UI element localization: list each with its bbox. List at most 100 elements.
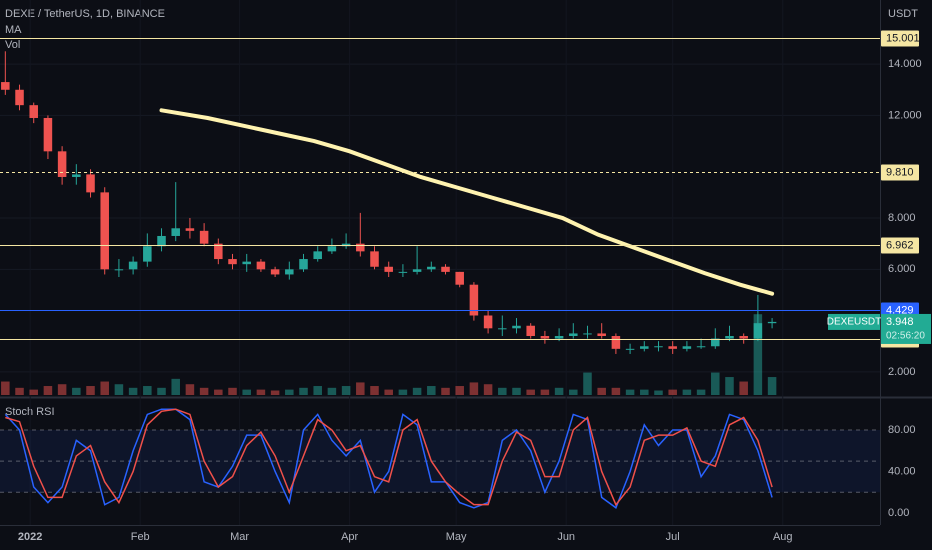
volume-bar xyxy=(526,389,535,395)
volume-bar xyxy=(583,372,592,395)
x-tick-label: Apr xyxy=(341,531,358,543)
y-tick-label: 12.000 xyxy=(888,109,922,121)
candle-body xyxy=(427,266,436,270)
candle-body xyxy=(654,346,663,348)
candle-body xyxy=(370,251,379,267)
price-label-box xyxy=(881,237,919,254)
candle-body xyxy=(15,89,24,106)
x-tick-label: Jun xyxy=(557,531,575,543)
volume-bar xyxy=(512,387,521,395)
volume-bar xyxy=(427,386,436,395)
rsi-line xyxy=(4,408,773,509)
rsi-line xyxy=(5,408,773,507)
volume-bar xyxy=(199,387,209,395)
candle-body xyxy=(498,328,507,330)
volume-bar xyxy=(143,386,152,395)
volume-bar xyxy=(753,314,763,395)
volume-bar xyxy=(114,384,124,395)
volume-bar xyxy=(100,381,109,395)
candle-body xyxy=(29,105,38,118)
volume-bar xyxy=(682,389,692,395)
y-tick-label: 40.00 xyxy=(888,465,916,477)
volume-bar xyxy=(327,387,337,395)
candle-body xyxy=(441,266,450,272)
candle-body xyxy=(270,269,280,275)
candle-body xyxy=(242,261,251,265)
candle-body xyxy=(682,346,692,349)
volume-bar xyxy=(128,387,138,395)
volume-bar xyxy=(43,386,53,395)
volume-bar xyxy=(228,387,237,395)
last-price: 3.948 xyxy=(886,316,914,328)
indicator-label: Vol xyxy=(5,39,20,51)
volume-bar xyxy=(171,378,180,395)
volume-bar xyxy=(569,389,578,395)
x-tick-label: Mar xyxy=(230,531,249,543)
volume-bar xyxy=(72,387,81,395)
price-label: 4.429 xyxy=(886,304,914,316)
volume-bar xyxy=(412,387,422,395)
candle-body xyxy=(114,269,124,271)
candle-body xyxy=(625,348,635,350)
y-tick-label: 80.00 xyxy=(888,424,916,436)
volume-bar xyxy=(696,389,706,395)
candle-body xyxy=(57,151,67,177)
volume-bar xyxy=(299,387,308,395)
candle-body xyxy=(711,338,720,347)
candle-body xyxy=(214,243,223,260)
y-tick-label: 2.000 xyxy=(888,366,916,378)
candle-body xyxy=(583,333,592,335)
volume-bar xyxy=(285,389,294,395)
candle-body xyxy=(469,284,479,316)
volume-bar xyxy=(739,381,748,395)
candle-body xyxy=(739,336,748,339)
volume-bar xyxy=(242,389,251,395)
volume-bar xyxy=(725,377,734,395)
candle-body xyxy=(384,266,393,272)
x-tick-label: Feb xyxy=(131,531,150,543)
price-label: 15.001 xyxy=(886,32,920,44)
candle-body xyxy=(767,321,777,324)
volume-bar xyxy=(270,390,280,395)
volume-bar xyxy=(341,386,351,395)
candle-body xyxy=(256,261,266,270)
volume-bar xyxy=(256,389,266,395)
candle-body xyxy=(341,243,351,247)
volume-bar xyxy=(29,389,38,395)
candle-body xyxy=(199,230,209,244)
candle-body xyxy=(128,261,138,270)
candle-body xyxy=(43,117,53,152)
candle-body xyxy=(668,346,677,349)
volume-bar xyxy=(625,389,635,395)
volume-bar xyxy=(1,381,10,395)
candle-body xyxy=(483,315,493,329)
symbol-label: DEXEUSDT xyxy=(827,317,881,328)
candle-body xyxy=(597,333,606,337)
volume-bar xyxy=(157,387,166,395)
candle-body xyxy=(455,271,464,285)
volume-bar xyxy=(611,387,621,395)
volume-bar xyxy=(540,389,550,395)
candle-body xyxy=(143,246,152,262)
volume-bar xyxy=(767,377,777,395)
volume-bar xyxy=(554,387,564,395)
countdown: 02:56:20 xyxy=(886,331,925,342)
volume-bar xyxy=(86,386,95,395)
last-price-box xyxy=(881,313,931,344)
candle-body xyxy=(228,259,237,265)
candle-body xyxy=(725,336,734,339)
volume-bar xyxy=(498,387,507,395)
volume-bar xyxy=(640,389,649,395)
candle-body xyxy=(171,228,180,236)
candle-body xyxy=(526,325,535,337)
volume-bar xyxy=(214,389,223,395)
candle-body xyxy=(299,259,308,270)
volume-bar xyxy=(711,372,720,395)
volume-bar xyxy=(483,384,493,395)
candle-body xyxy=(696,346,706,348)
candle-body xyxy=(185,228,195,231)
volume-bar xyxy=(654,390,663,395)
volume-bar xyxy=(597,387,606,395)
volume-bar xyxy=(384,389,393,395)
volume-bar xyxy=(668,389,677,395)
